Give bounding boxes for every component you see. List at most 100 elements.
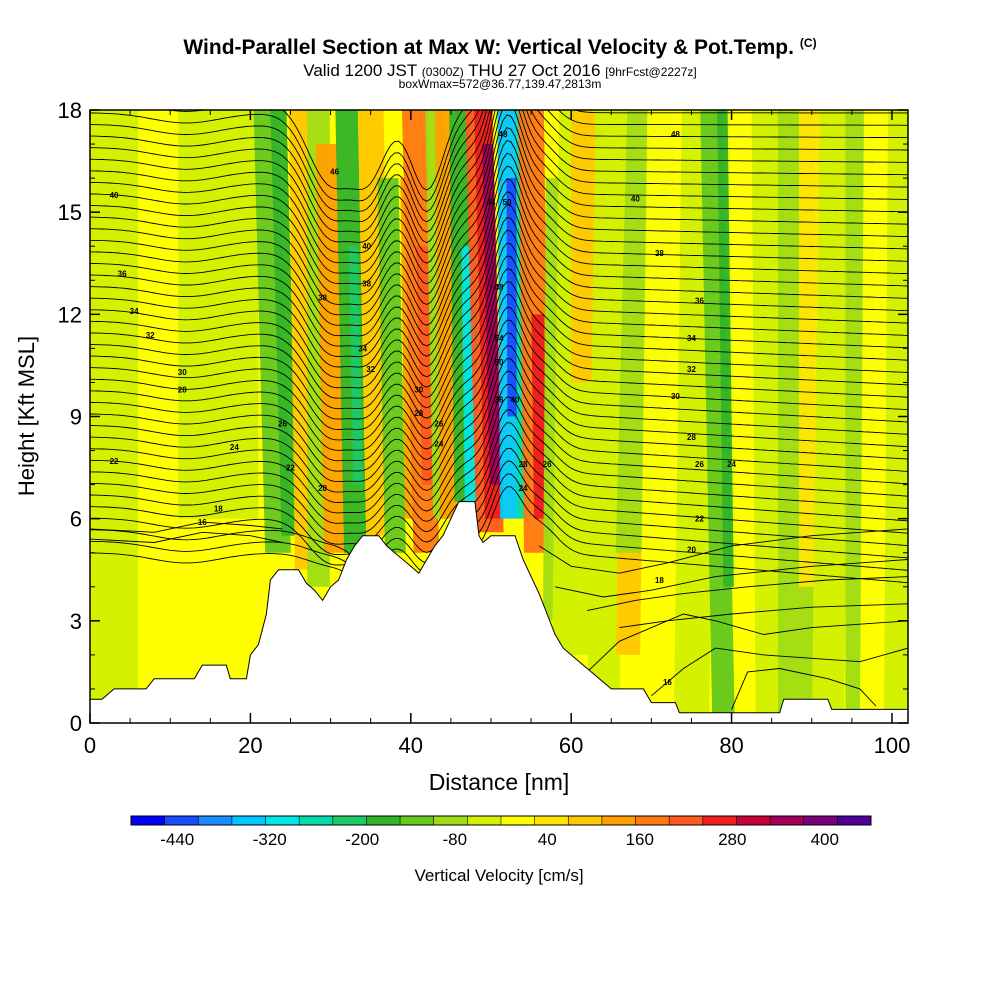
colorbar-swatch [332,816,367,825]
contour-label: 28 [178,385,187,394]
theta-contour [90,110,908,275]
velocity-band [270,110,298,536]
velocity-band [506,178,518,417]
contour-label: 28 [519,460,528,469]
contour-label: 18 [214,504,223,513]
theta-contour [90,460,908,574]
theta-contour [90,293,908,441]
colorbar: -440 -320 -200 -80 40 160 280 400 [130,815,872,849]
contour-label: 48 [671,130,680,139]
y-axis-label: Height [Kft MSL] [14,336,39,496]
contour-label: 22 [695,515,704,524]
theta-contour [90,268,908,420]
theta-contour [90,204,908,368]
theta-contour [90,110,908,213]
theta-contour [90,229,908,389]
contour-label: 32 [146,331,155,340]
theta-contour-low [586,613,908,673]
contour-label: 50 [503,198,512,207]
colorbar-tick-label: 160 [626,830,654,849]
colorbar-swatch [231,816,267,825]
y-tick-label: 3 [70,609,82,634]
contour-label: 36 [118,269,127,278]
theta-contour-low [731,668,877,710]
x-tick-label: 0 [84,733,96,758]
contour-label: 38 [655,249,664,258]
contour-label: 26 [695,460,704,469]
contour-label: 30 [671,392,680,401]
contour-label: 18 [655,576,664,585]
theta-contour [90,435,908,556]
x-tick-label: 20 [238,733,262,758]
colorbar-tick-label: 40 [538,830,557,849]
x-tick-label: 100 [874,733,911,758]
y-tick-label: 12 [58,302,82,327]
theta-contour [90,473,908,584]
theta-contour [90,139,908,316]
theta-contour [90,110,908,233]
theta-contour [90,447,908,566]
utc-time: (0300Z) [421,65,464,79]
valid-date: THU 27 Oct 2016 [468,61,601,80]
theta-contour [90,152,908,326]
contour-label: 24 [230,443,239,452]
theta-contour [90,110,908,223]
contour-label: 40 [511,395,520,404]
theta-contour [90,319,908,462]
theta-contour [90,242,908,399]
theta-contour [90,396,908,524]
theta-contour [90,178,908,347]
theta-contour [90,165,908,337]
theta-contour [90,370,908,503]
y-tick-label: 18 [58,98,82,123]
terrain-mask [90,501,908,723]
theta-contour-low [555,559,908,598]
colorbar-swatch [501,816,536,825]
theta-contour [90,358,908,493]
contour-label: 36 [495,395,504,404]
contour-label: 22 [286,464,295,473]
contour-label: 38 [362,280,371,289]
theta-contour [90,255,908,410]
theta-contour [90,191,908,358]
contour-label: 40 [362,242,371,251]
colorbar-swatch [770,816,805,825]
colorbar-swatch [702,816,737,825]
colorbar-swatch [803,816,838,825]
contour-label: 40 [631,195,640,204]
y-tick-label: 6 [70,507,82,532]
theta-contour-low [587,576,908,612]
contour-labels: 40 36 34 32 30 28 22 24 18 16 26 22 20 38 46 40 38 34 32 30… [110,130,737,687]
contour-label: 28 [414,409,423,418]
theta-contour-low [90,531,283,543]
chart-title: Wind-Parallel Section at Max W: Vertical… [0,36,1000,60]
theta-contour [90,110,908,244]
colorbar-tick-label: -440 [160,830,194,849]
velocity-band [348,246,363,485]
colorbar-swatch [198,816,233,825]
contour-label: 44 [487,198,496,207]
contour-label: 16 [663,678,672,687]
contour-label: 48 [499,130,508,139]
theta-contour [90,422,908,545]
contour-label: 20 [318,484,327,493]
velocity-band [639,110,688,723]
theta-contour [90,332,908,472]
contour-label: 54 [495,334,504,343]
theta-contour-low [651,647,908,697]
contour-label: 38 [318,293,327,302]
colorbar-tick-label: 400 [811,830,839,849]
x-tick-label: 80 [719,733,743,758]
theta-contour-low [90,521,283,533]
y-tick-label: 9 [70,405,82,430]
theta-contour [90,127,908,306]
colorbar-tick-label: 280 [718,830,746,849]
y-tick-label: 0 [70,711,82,736]
terrain-fill [90,501,908,723]
theta-contour [90,110,908,285]
colorbar-swatch [299,816,334,825]
terrain-outline [90,501,908,714]
colorbar-label: Vertical Velocity [cm/s] [414,866,583,885]
velocity-band [138,110,187,723]
contour-label: 16 [198,518,207,527]
